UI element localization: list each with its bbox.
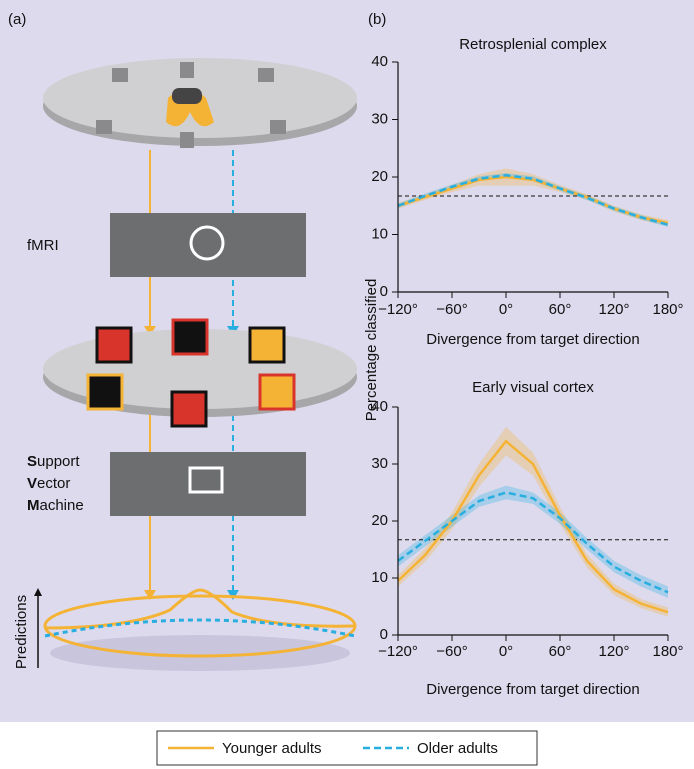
legend-label: Older adults [417,740,498,757]
x-tick-label: −60° [436,301,467,318]
process-box [110,452,306,516]
x-tick-label: 120° [598,301,629,318]
x-tick-label: −60° [436,643,467,660]
voxel-cubes [86,318,296,428]
y-tick-label: 20 [371,512,388,529]
box-label: fMRI [27,237,59,254]
direction-arrows [96,62,286,148]
controller-icon [172,88,202,104]
panel-label: (a) [8,11,26,28]
scanner-icon [189,225,225,261]
y-tick-label: 10 [371,569,388,586]
prediction-curve [44,618,356,638]
series-line [397,174,669,226]
y-tick-label: 40 [371,53,388,70]
x-tick-label: 180° [652,301,683,318]
box-label: Support [27,453,80,470]
axis-label: Predictions [13,595,30,669]
y-tick-label: 0 [380,626,388,643]
x-tick-label: −120° [378,643,418,660]
series-line [397,491,669,594]
y-tick-label: 30 [371,110,388,127]
panel-label: (b) [368,11,386,28]
y-tick-label: 40 [371,398,388,415]
x-axis-label: Divergence from target direction [426,681,639,698]
axes [397,62,668,293]
error-band [398,485,668,598]
axis-arrow-head [34,588,42,596]
y-tick-label: 20 [371,168,388,185]
series-line [397,439,669,614]
x-tick-label: 60° [549,643,572,660]
legend-label: Younger adults [222,740,322,757]
x-axis-label: Divergence from target direction [426,331,639,348]
y-axis-label: Percentage classified [363,279,380,422]
computer-icon [188,466,224,494]
x-tick-label: 0° [499,301,513,318]
x-tick-label: 120° [598,643,629,660]
error-band [398,426,668,617]
legend [156,730,538,766]
x-tick-label: 0° [499,643,513,660]
box-label: Vector [27,475,70,492]
y-tick-label: 10 [371,225,388,242]
y-tick-label: 30 [371,455,388,472]
box-label: Machine [27,497,84,514]
chart-title: Early visual cortex [472,379,594,396]
x-tick-label: 60° [549,301,572,318]
x-tick-label: −120° [378,301,418,318]
process-box [110,213,306,277]
legend-items: Younger adults Older adults [168,740,498,757]
axes [397,407,668,636]
y-tick-label: 0 [380,283,388,300]
shadow [50,635,350,671]
x-tick-label: 180° [652,643,683,660]
chart-title: Retrosplenial complex [459,36,607,53]
